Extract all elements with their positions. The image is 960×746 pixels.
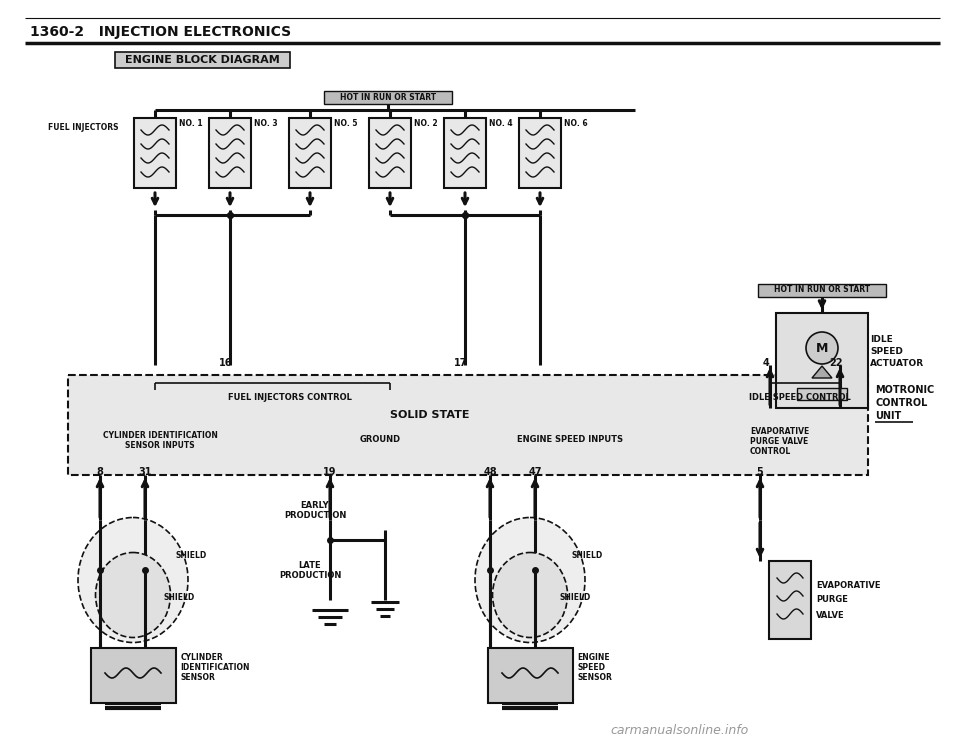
Text: IDENTIFICATION: IDENTIFICATION xyxy=(180,663,250,672)
Bar xyxy=(324,90,452,104)
Text: NO. 2: NO. 2 xyxy=(414,119,438,128)
Text: 31: 31 xyxy=(138,467,152,477)
Ellipse shape xyxy=(492,553,567,638)
Circle shape xyxy=(806,332,838,364)
Bar xyxy=(289,118,331,188)
Text: EARLY: EARLY xyxy=(300,501,329,510)
Text: SHIELD: SHIELD xyxy=(560,594,591,603)
Text: NO. 4: NO. 4 xyxy=(489,119,513,128)
Bar xyxy=(758,283,886,296)
Text: 8: 8 xyxy=(97,467,104,477)
Bar xyxy=(134,118,176,188)
Text: ENGINE SPEED INPUTS: ENGINE SPEED INPUTS xyxy=(517,436,623,445)
Bar xyxy=(769,561,811,639)
Text: FUEL INJECTORS CONTROL: FUEL INJECTORS CONTROL xyxy=(228,392,352,401)
Text: SHIELD: SHIELD xyxy=(175,551,206,560)
Text: PRODUCTION: PRODUCTION xyxy=(284,510,347,519)
Text: NO. 5: NO. 5 xyxy=(334,119,357,128)
Text: ENGINE BLOCK DIAGRAM: ENGINE BLOCK DIAGRAM xyxy=(125,55,279,65)
Text: CYLINDER: CYLINDER xyxy=(180,653,224,662)
Text: CONTROL: CONTROL xyxy=(750,448,791,457)
Text: NO. 6: NO. 6 xyxy=(564,119,588,128)
Text: GROUND: GROUND xyxy=(359,436,400,445)
Text: 16: 16 xyxy=(219,358,232,368)
Text: 5: 5 xyxy=(756,467,763,477)
Text: ACTUATOR: ACTUATOR xyxy=(870,360,924,369)
Ellipse shape xyxy=(78,518,188,642)
Bar xyxy=(68,375,868,475)
Polygon shape xyxy=(812,366,832,378)
Text: SOLID STATE: SOLID STATE xyxy=(391,410,469,420)
Text: UNIT: UNIT xyxy=(875,411,901,421)
Text: IDLE: IDLE xyxy=(870,336,893,345)
Text: CYLINDER IDENTIFICATION: CYLINDER IDENTIFICATION xyxy=(103,430,217,439)
Text: 17: 17 xyxy=(454,358,468,368)
Text: PURGE VALVE: PURGE VALVE xyxy=(750,437,808,447)
Text: EVAPORATIVE: EVAPORATIVE xyxy=(816,580,880,589)
Bar xyxy=(488,648,572,703)
Bar xyxy=(444,118,486,188)
Text: SPEED: SPEED xyxy=(578,663,606,672)
Text: HOT IN RUN OR START: HOT IN RUN OR START xyxy=(774,286,870,295)
Text: 4: 4 xyxy=(762,358,769,368)
Text: SHIELD: SHIELD xyxy=(163,594,194,603)
Bar xyxy=(776,313,868,407)
Text: HOT IN RUN OR START: HOT IN RUN OR START xyxy=(340,93,436,101)
Text: 1360-2   INJECTION ELECTRONICS: 1360-2 INJECTION ELECTRONICS xyxy=(30,25,291,39)
Text: ENGINE: ENGINE xyxy=(578,653,611,662)
Bar xyxy=(519,118,561,188)
Text: EVAPORATIVE: EVAPORATIVE xyxy=(750,427,809,436)
Text: 48: 48 xyxy=(483,467,497,477)
Text: SENSOR: SENSOR xyxy=(180,674,215,683)
Bar xyxy=(797,388,847,400)
Text: carmanualsonline.info: carmanualsonline.info xyxy=(611,724,749,736)
Text: NO. 3: NO. 3 xyxy=(254,119,277,128)
Text: SPEED: SPEED xyxy=(870,348,902,357)
Bar xyxy=(90,648,176,703)
Text: 47: 47 xyxy=(528,467,541,477)
Text: PURGE: PURGE xyxy=(816,595,848,604)
Text: CONTROL: CONTROL xyxy=(875,398,927,408)
Text: SENSOR: SENSOR xyxy=(578,674,612,683)
Text: NO. 1: NO. 1 xyxy=(179,119,203,128)
Ellipse shape xyxy=(475,518,585,642)
Text: 22: 22 xyxy=(829,358,843,368)
Text: SHIELD: SHIELD xyxy=(572,551,603,560)
Ellipse shape xyxy=(95,553,171,638)
Text: IDLE SPEED CONTROL: IDLE SPEED CONTROL xyxy=(749,392,851,401)
Text: VALVE: VALVE xyxy=(816,610,845,619)
Text: PRODUCTION: PRODUCTION xyxy=(278,571,341,580)
Text: M: M xyxy=(816,342,828,354)
Text: SENSOR INPUTS: SENSOR INPUTS xyxy=(125,440,195,450)
Bar xyxy=(369,118,411,188)
Text: 19: 19 xyxy=(324,467,337,477)
Bar xyxy=(209,118,251,188)
Bar xyxy=(115,52,290,68)
Text: LATE: LATE xyxy=(299,560,322,569)
Text: MOTRONIC: MOTRONIC xyxy=(875,385,934,395)
Text: FUEL INJECTORS: FUEL INJECTORS xyxy=(48,124,118,133)
